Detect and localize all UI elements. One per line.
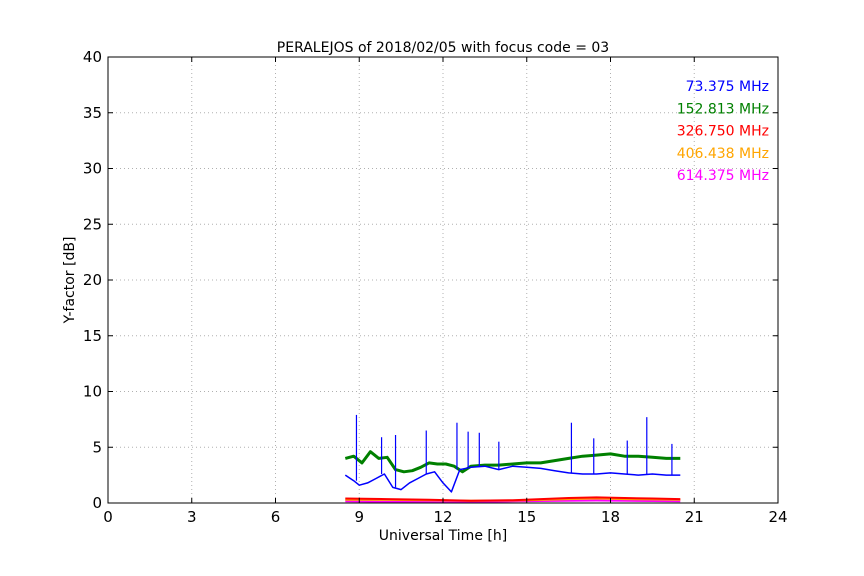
x-tick-label: 0 (103, 508, 113, 526)
y-tick-label: 15 (83, 327, 102, 345)
x-tick-label: 12 (433, 508, 452, 526)
x-tick-label: 15 (517, 508, 536, 526)
y-tick-label: 0 (92, 494, 102, 512)
chart-title: PERALEJOS of 2018/02/05 with focus code … (277, 40, 609, 56)
legend-entry: 614.375 MHz (677, 168, 769, 184)
series-line-4 (345, 499, 681, 503)
series-line-0 (344, 465, 681, 493)
legend-entry: 406.438 MHz (677, 146, 769, 162)
y-tick-label: 20 (83, 271, 102, 289)
y-axis-ticks: 0 5 10 15 20 25 30 35 40 (83, 48, 778, 512)
x-tick-label: 3 (187, 508, 197, 526)
series-line-2 (345, 496, 681, 502)
y-tick-label: 5 (92, 438, 102, 456)
series-line-1 (344, 450, 681, 474)
legend-entry: 326.750 MHz (677, 124, 769, 140)
x-axis-ticks: 0 3 6 9 12 15 18 21 24 (103, 57, 788, 526)
x-tick-label: 6 (271, 508, 281, 526)
y-axis-label: Y-factor [dB] (62, 237, 78, 325)
x-tick-label: 24 (768, 508, 787, 526)
x-axis-label: Universal Time [h] (379, 528, 507, 544)
legend-entry: 152.813 MHz (677, 101, 769, 117)
legend-entry: 73.375 MHz (686, 79, 769, 95)
y-tick-label: 30 (83, 160, 102, 178)
x-tick-label: 9 (354, 508, 364, 526)
y-tick-label: 40 (83, 48, 102, 66)
legend: 73.375 MHz 152.813 MHz 326.750 MHz 406.438 … (677, 79, 769, 184)
series-group (344, 414, 681, 503)
x-tick-label: 21 (685, 508, 704, 526)
x-tick-label: 18 (601, 508, 620, 526)
y-tick-label: 10 (83, 383, 102, 401)
y-tick-label: 35 (83, 104, 102, 122)
y-tick-label: 25 (83, 215, 102, 233)
